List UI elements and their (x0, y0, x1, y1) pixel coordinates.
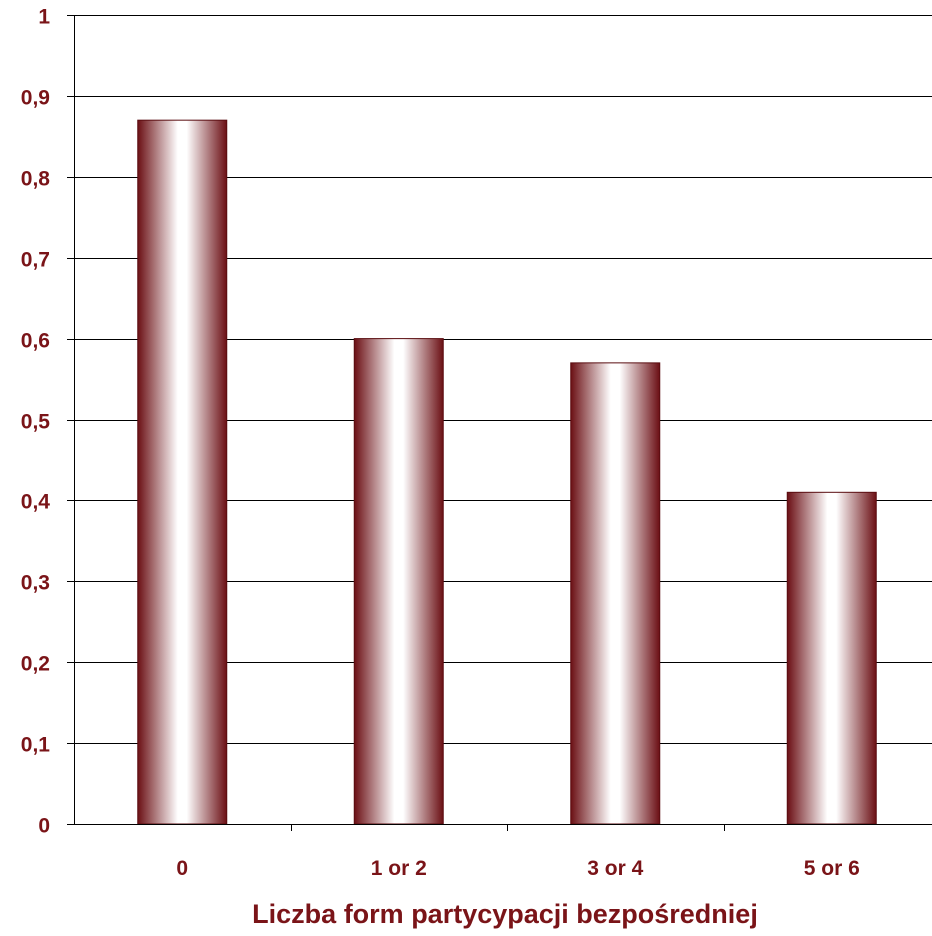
y-tick-label: 0,7 (21, 249, 50, 272)
y-tick-labels: 0 0,1 0,2 0,3 0,4 0,5 0,6 0,7 0,8 0,9 1 (21, 6, 51, 838)
bar (570, 362, 661, 825)
y-tick-label: 0,1 (21, 734, 51, 757)
x-axis-title: Liczba form partycypacji bezpośredniej (252, 899, 758, 929)
axes (67, 15, 932, 831)
x-tick-labels: 0 1 or 2 3 or 4 5 or 6 (176, 857, 859, 880)
y-tick-label: 0,9 (21, 87, 50, 110)
y-tick-label: 1 (38, 6, 50, 29)
y-tick-label: 0 (38, 815, 50, 838)
x-tick-label: 1 or 2 (371, 857, 427, 880)
bar (786, 491, 877, 825)
bar (353, 338, 444, 825)
y-tick-label: 0,6 (21, 330, 50, 353)
y-tick-label: 0,8 (21, 168, 51, 191)
bar-series (137, 119, 877, 825)
y-tick-label: 0,3 (21, 572, 50, 595)
bar (137, 119, 228, 825)
x-tick-label: 3 or 4 (587, 857, 643, 880)
y-tick-label: 0,2 (21, 653, 50, 676)
x-tick-label: 5 or 6 (804, 857, 860, 880)
y-tick-label: 0,4 (21, 491, 51, 514)
x-tick-label: 0 (176, 857, 188, 880)
y-tick-label: 0,5 (21, 411, 51, 434)
